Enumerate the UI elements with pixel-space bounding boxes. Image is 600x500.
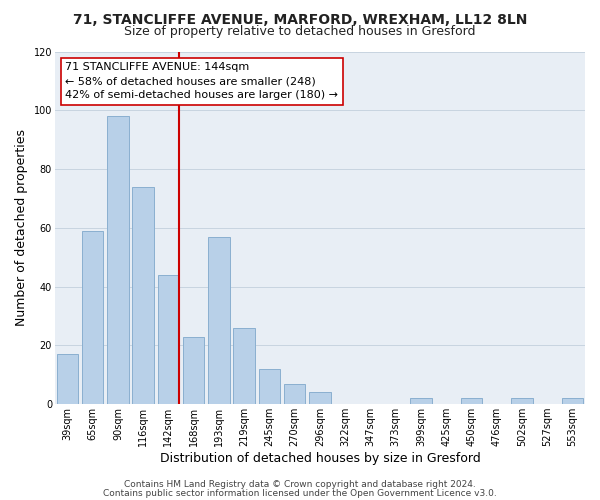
- Bar: [82, 231, 103, 404]
- Bar: [562, 398, 583, 404]
- Text: Contains public sector information licensed under the Open Government Licence v3: Contains public sector information licen…: [103, 488, 497, 498]
- X-axis label: Distribution of detached houses by size in Gresford: Distribution of detached houses by size …: [160, 452, 480, 465]
- Y-axis label: Number of detached properties: Number of detached properties: [15, 130, 28, 326]
- Bar: [259, 369, 280, 404]
- Bar: [107, 116, 128, 404]
- Bar: [208, 236, 230, 404]
- Text: 71 STANCLIFFE AVENUE: 144sqm
← 58% of detached houses are smaller (248)
42% of s: 71 STANCLIFFE AVENUE: 144sqm ← 58% of de…: [65, 62, 338, 100]
- Bar: [57, 354, 78, 404]
- Bar: [284, 384, 305, 404]
- Bar: [511, 398, 533, 404]
- Text: Contains HM Land Registry data © Crown copyright and database right 2024.: Contains HM Land Registry data © Crown c…: [124, 480, 476, 489]
- Bar: [183, 336, 205, 404]
- Bar: [461, 398, 482, 404]
- Bar: [158, 275, 179, 404]
- Text: 71, STANCLIFFE AVENUE, MARFORD, WREXHAM, LL12 8LN: 71, STANCLIFFE AVENUE, MARFORD, WREXHAM,…: [73, 12, 527, 26]
- Bar: [410, 398, 431, 404]
- Bar: [233, 328, 255, 404]
- Bar: [309, 392, 331, 404]
- Text: Size of property relative to detached houses in Gresford: Size of property relative to detached ho…: [124, 25, 476, 38]
- Bar: [133, 186, 154, 404]
